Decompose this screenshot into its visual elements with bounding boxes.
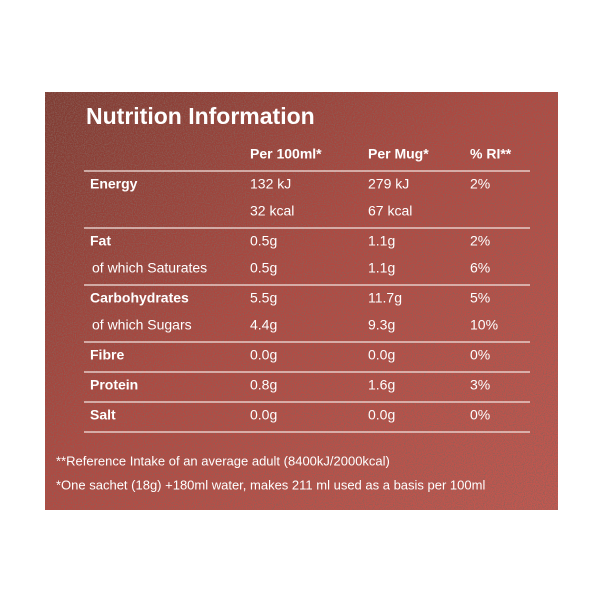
nutrient-label: Salt xyxy=(90,407,116,423)
value: 279 kJ xyxy=(368,176,409,192)
column-header: Per 100ml* xyxy=(250,146,322,162)
value: 1.6g xyxy=(368,377,395,393)
value: 0.0g xyxy=(368,407,395,423)
nutrient-label: Carbohydrates xyxy=(90,290,189,306)
panel-texture xyxy=(45,92,558,510)
value: 0.0g xyxy=(368,347,395,363)
value: 1.1g xyxy=(368,233,395,249)
value: 6% xyxy=(470,260,490,276)
value: 0.0g xyxy=(250,407,277,423)
value: 9.3g xyxy=(368,317,395,333)
value: 11.7g xyxy=(368,290,402,306)
column-header: Per Mug* xyxy=(368,146,429,162)
value: 0% xyxy=(470,347,490,363)
sub-label: of which Sugars xyxy=(92,317,192,333)
value: 1.1g xyxy=(368,260,395,276)
value: 2% xyxy=(470,233,490,249)
value: 0% xyxy=(470,407,490,423)
footnote: *One sachet (18g) +180ml water, makes 21… xyxy=(56,477,485,492)
nutrient-label: Energy xyxy=(90,176,138,192)
value: 0.5g xyxy=(250,260,277,276)
value: 132 kJ xyxy=(250,176,291,192)
nutrient-label: Fat xyxy=(90,233,111,249)
value: 10% xyxy=(470,317,498,333)
value: 5.5g xyxy=(250,290,277,306)
value: 5% xyxy=(470,290,490,306)
sub-label: of which Saturates xyxy=(92,260,207,276)
value: 67 kcal xyxy=(368,203,412,219)
title: Nutrition Information xyxy=(86,103,315,129)
footnote: **Reference Intake of an average adult (… xyxy=(56,453,390,468)
value: 3% xyxy=(470,377,490,393)
value: 32 kcal xyxy=(250,203,294,219)
nutrient-label: Fibre xyxy=(90,347,124,363)
column-header: % RI** xyxy=(470,146,512,162)
value: 2% xyxy=(470,176,490,192)
value: 0.8g xyxy=(250,377,277,393)
value: 4.4g xyxy=(250,317,277,333)
value: 0.5g xyxy=(250,233,277,249)
nutrient-label: Protein xyxy=(90,377,138,393)
value: 0.0g xyxy=(250,347,277,363)
